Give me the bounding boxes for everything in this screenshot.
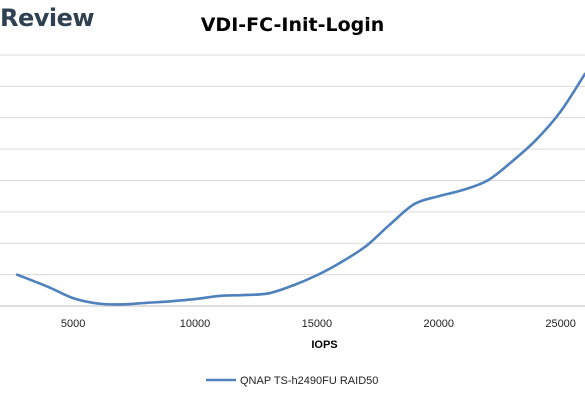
data-point [242,293,246,297]
legend: QNAP TS-h2490FU RAID50 [206,375,378,387]
data-point [315,273,319,277]
data-point [413,202,416,206]
data-point [364,245,367,248]
data-point [15,273,19,276]
x-tick-labels: 5000 10000 15000 20000 25000 [61,318,576,330]
data-point [486,179,489,182]
legend-entry: QNAP TS-h2490FU RAID50 [240,375,378,387]
gridlines [0,54,585,276]
x-tick-label: 20000 [423,318,454,330]
data-point [266,292,270,295]
x-tick-label: 25000 [545,318,576,330]
series-points [15,72,585,306]
data-point [71,296,75,300]
data-point [47,285,51,289]
data-point [461,188,465,192]
data-point [120,303,124,306]
data-point [388,223,392,226]
data-point [218,294,221,298]
data-point [534,138,538,142]
data-point [291,284,294,287]
series-line-qnap [16,73,585,306]
data-point [144,301,148,305]
data-point [510,160,514,163]
data-point [96,302,99,305]
data-point [339,260,343,264]
x-axis-label: IOPS [311,339,337,351]
x-tick-label: 10000 [180,318,211,330]
x-tick-label: 5000 [61,318,85,330]
chart-title: VDI-FC-Init-Login [200,14,385,36]
data-point [169,299,172,303]
x-tick-label: 15000 [302,318,333,330]
brand-logo-text: Review [0,4,95,32]
data-point [193,297,197,301]
data-point [437,194,441,198]
data-point [559,110,562,113]
